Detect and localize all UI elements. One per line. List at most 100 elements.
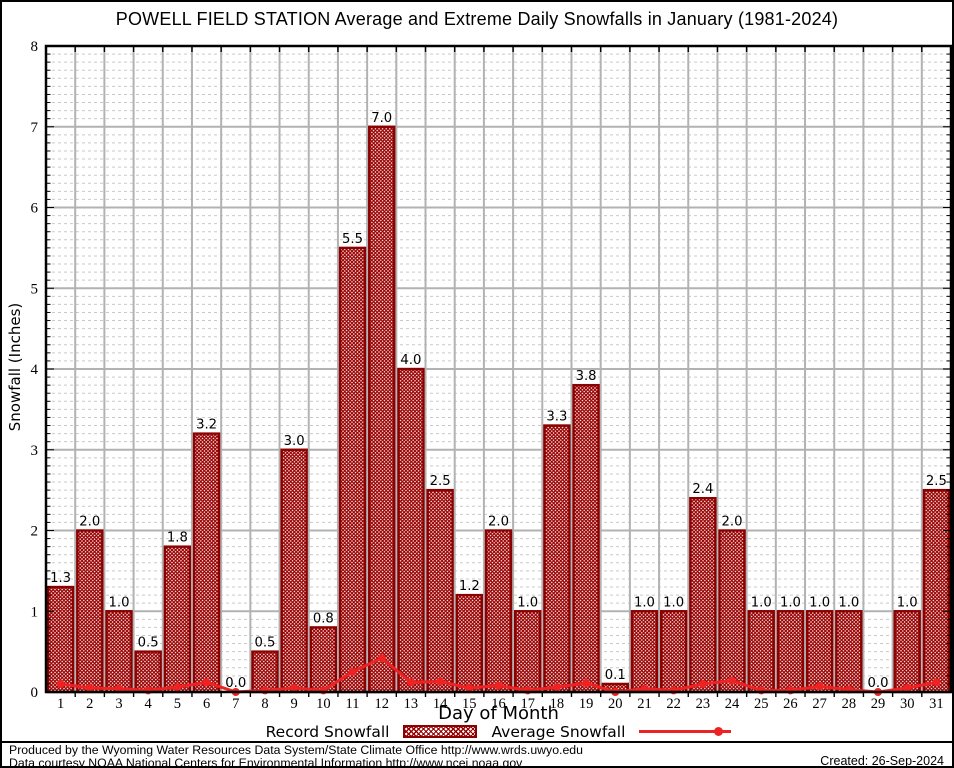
- plot-area: 1.3 2.0 1.0 0.5 1.8 3.2 0.0 0.5 3.0 0.8 5.5 7.0 4.0 2…: [31, 39, 952, 712]
- average-marker-day-5: [173, 683, 182, 692]
- average-marker-day-23: [698, 679, 707, 688]
- legend-average-marker: [714, 726, 724, 736]
- x-tick-label-18: 18: [550, 696, 565, 712]
- x-tick-label-2: 2: [86, 696, 93, 712]
- bar-value-label-day-19: 3.8: [576, 369, 597, 384]
- legend-average-line: [639, 726, 732, 736]
- record-bar-day-12: [368, 125, 396, 694]
- chart-title: POWELL FIELD STATION Average and Extreme…: [115, 9, 839, 29]
- bar-value-label-day-27: 1.0: [809, 595, 830, 610]
- bar-value-label-day-25: 1.0: [751, 595, 772, 610]
- bar-value-label-day-26: 1.0: [780, 595, 801, 610]
- bar-value-label-day-20: 0.1: [605, 668, 626, 683]
- average-marker-day-9: [290, 683, 299, 692]
- bar-value-label-day-4: 0.5: [138, 636, 159, 651]
- x-tick-label-10: 10: [316, 696, 331, 712]
- record-bar-day-5: [163, 545, 192, 694]
- record-bar-day-31: [922, 488, 951, 694]
- bar-value-label-day-31: 2.5: [926, 474, 947, 489]
- record-bar-day-10: [309, 626, 338, 694]
- x-tick-label-28: 28: [842, 696, 857, 712]
- y-tick-label-0: 0: [31, 685, 39, 701]
- x-tick-label-25: 25: [754, 696, 769, 712]
- x-axis-title: Day of Month: [438, 703, 559, 724]
- record-bar-day-16: [484, 529, 513, 694]
- bar-value-label-day-18: 3.3: [546, 410, 567, 425]
- record-bar-day-11: [338, 246, 367, 694]
- bar-value-label-day-6: 3.2: [196, 418, 217, 433]
- bar-value-label-day-2: 2.0: [79, 515, 100, 530]
- bar-value-label-day-8: 0.5: [254, 636, 275, 651]
- footer-produced-by: Produced by the Wyoming Water Resources …: [9, 743, 583, 757]
- record-bar-day-22: [659, 610, 688, 694]
- bar-value-label-day-12: 7.0: [371, 111, 392, 126]
- footer-data-courtesy: Data courtesy NOAA National Centers for …: [9, 755, 523, 768]
- x-tick-label-20: 20: [608, 696, 623, 712]
- legend-average-label: Average Snowfall: [491, 722, 626, 741]
- footer-divider: [2, 741, 952, 743]
- x-tick-label-21: 21: [637, 696, 652, 712]
- bar-value-label-day-17: 1.0: [517, 595, 538, 610]
- bar-value-label-day-16: 2.0: [488, 515, 509, 530]
- bar-value-label-day-14: 2.5: [430, 474, 451, 489]
- bar-value-label-day-9: 3.0: [284, 434, 305, 449]
- average-marker-day-2: [85, 683, 94, 692]
- bar-value-label-day-21: 1.0: [634, 595, 655, 610]
- x-tick-label-8: 8: [261, 696, 268, 712]
- bar-value-label-day-28: 1.0: [838, 595, 859, 610]
- y-tick-label-4: 4: [31, 362, 39, 378]
- average-marker-day-6: [202, 678, 211, 687]
- x-tick-label-6: 6: [203, 696, 210, 712]
- average-marker-day-18: [552, 683, 561, 692]
- average-marker-day-24: [728, 676, 737, 685]
- bar-value-label-day-10: 0.8: [313, 611, 334, 626]
- legend: Record Snowfall Average Snowfall: [46, 722, 951, 741]
- bar-value-label-day-15: 1.2: [459, 579, 480, 594]
- x-tick-label-16: 16: [491, 696, 506, 712]
- record-bar-day-17: [513, 610, 542, 694]
- record-bar-day-18: [543, 424, 571, 694]
- x-tick-label-29: 29: [871, 696, 886, 712]
- x-tick-label-4: 4: [145, 696, 153, 712]
- legend-record-label: Record Snowfall: [265, 722, 390, 741]
- record-bar-day-8: [251, 650, 279, 694]
- x-tick-label-12: 12: [374, 696, 389, 712]
- bar-value-label-day-22: 1.0: [663, 595, 684, 610]
- bar-value-label-day-5: 1.8: [167, 531, 188, 546]
- x-tick-label-31: 31: [929, 696, 944, 712]
- x-tick-label-24: 24: [725, 696, 740, 712]
- record-bar-day-19: [572, 383, 600, 694]
- footer: Produced by the Wyoming Water Resources …: [9, 743, 583, 768]
- x-tick-label-5: 5: [174, 696, 181, 712]
- x-tick-label-11: 11: [346, 696, 360, 712]
- average-marker-day-13: [406, 678, 415, 687]
- average-marker-day-27: [815, 682, 824, 691]
- y-tick-label-1: 1: [31, 604, 39, 620]
- average-marker-day-14: [436, 677, 445, 686]
- bar-value-label-day-29: 0.0: [868, 676, 889, 691]
- average-marker-day-11: [348, 667, 357, 676]
- bar-value-label-day-23: 2.4: [692, 482, 713, 497]
- average-marker-day-12: [377, 654, 386, 663]
- plot-frame: [44, 44, 952, 694]
- x-tick-label-3: 3: [115, 696, 122, 712]
- bar-value-label-day-13: 4.0: [400, 353, 421, 368]
- record-bar-day-6: [192, 432, 221, 694]
- x-tick-label-15: 15: [462, 696, 477, 712]
- bar-value-label-day-7: 0.0: [225, 676, 246, 691]
- y-tick-label-8: 8: [31, 39, 39, 55]
- bar-value-label-day-30: 1.0: [897, 595, 918, 610]
- y-axis-title: Snowfall (Inches): [6, 302, 24, 432]
- x-tick-label-22: 22: [666, 696, 681, 712]
- bar-value-label-day-24: 2.0: [722, 515, 743, 530]
- record-bar-day-14: [426, 488, 454, 694]
- record-bar-day-27: [805, 610, 834, 694]
- created-date: Created: 26-Sep-2024: [820, 754, 944, 768]
- average-marker-day-1: [56, 679, 65, 688]
- record-bar-day-23: [689, 497, 717, 694]
- x-tick-label-7: 7: [232, 696, 239, 712]
- x-tick-label-9: 9: [291, 696, 298, 712]
- record-bar-day-24: [718, 529, 746, 694]
- average-marker-day-15: [465, 683, 474, 692]
